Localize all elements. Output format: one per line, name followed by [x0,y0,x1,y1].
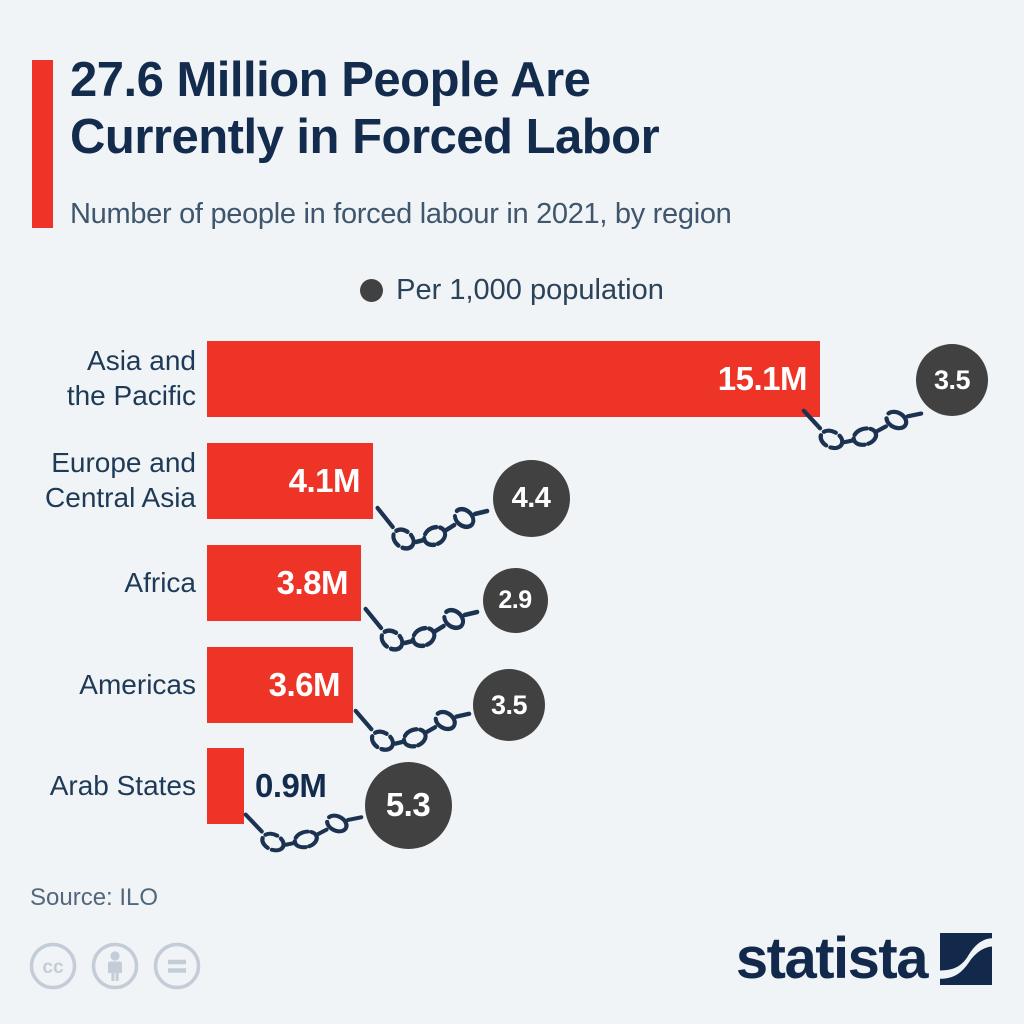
legend-label: Per 1,000 population [396,274,664,306]
chain-link-icon-europe-and-central-asia [374,505,490,557]
category-label-africa: Africa [124,566,196,598]
license-icons: cc [28,941,202,991]
bar-value-asia-and-the-pacific: 15.1M [717,360,808,397]
bar-value-americas: 3.6M [268,666,341,703]
chain-link-icon-africa [362,606,480,658]
rate-circle-africa: 2.9 [482,567,548,633]
chart-subtitle: Number of people in forced labour in 202… [70,198,732,230]
category-label-arab-states: Arab States [49,769,196,801]
chart-title-line2: Currently in Forced Labor [70,110,660,165]
statista-logo[interactable]: statista [736,930,992,988]
chart-title-line1: 27.6 Million People Are [70,53,591,107]
statista-logo-text: statista [735,926,929,991]
bar-europe-and-central-asia: 4.1M [207,443,373,519]
cc-icon[interactable]: cc [28,941,78,991]
chart-title: 27.6 Million People Are Currently in Forc… [70,52,660,167]
chain-link-icon-americas [352,708,472,758]
bar-value-africa: 3.8M [276,564,349,601]
bar-asia-and-the-pacific: 15.1M [207,341,820,417]
bar-americas: 3.6M [207,647,353,723]
cc-by-person-icon[interactable] [90,941,140,991]
rate-circle-europe-and-central-asia: 4.4 [492,459,570,537]
chain-link-icon-arab-states [242,812,364,858]
bar-africa: 3.8M [207,545,361,621]
rate-circle-arab-states: 5.3 [364,761,452,849]
svg-text:cc: cc [42,957,64,978]
category-label-asia-and-the-pacific: Asia and the Pacific [66,345,196,411]
legend: Per 1,000 population [0,274,1024,307]
statista-logo-mark-icon [940,933,992,985]
chain-link-icon-asia-and-the-pacific [800,408,924,456]
category-label-europe-and-central-asia: Europe and Central Asia [45,447,196,513]
rate-circle-americas: 3.5 [473,669,545,741]
bar-value-europe-and-central-asia: 4.1M [288,462,361,499]
source-note: Source: ILO [30,884,159,911]
category-label-americas: Americas [79,668,196,700]
title-accent-bar [32,60,53,228]
bar-value-arab-states: 0.9M [255,767,327,804]
rate-circle-asia-and-the-pacific: 3.5 [916,344,988,416]
cc-nd-equals-icon[interactable] [152,941,202,991]
legend-dot-icon [360,279,384,302]
bar-arab-states [207,748,244,824]
